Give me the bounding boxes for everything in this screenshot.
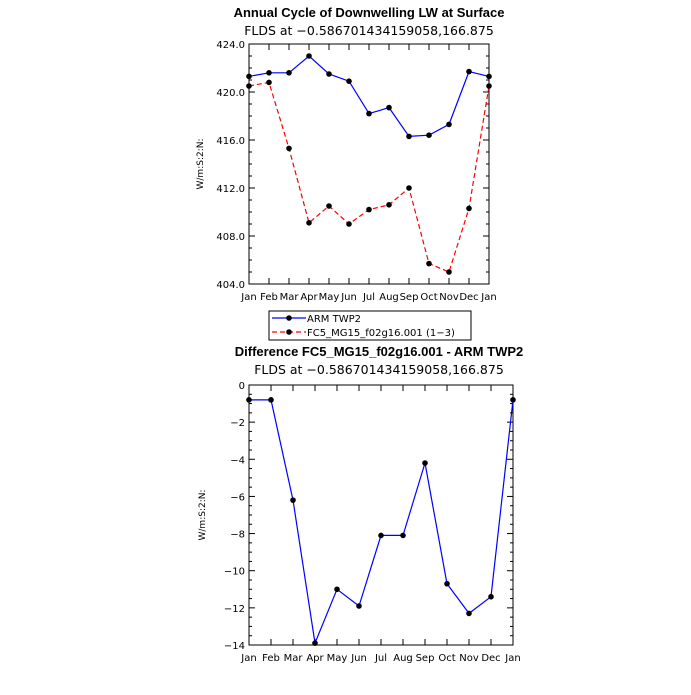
chart2-xtick-label: Dec — [481, 653, 500, 664]
chart2-series-point-0 — [378, 532, 384, 539]
legend-label-model: FC5_MG15_f02g16.001 (1−3) — [307, 328, 455, 339]
chart2-xtick-label: Apr — [306, 653, 324, 664]
chart1-series-point-0 — [406, 133, 412, 140]
chart1-series-point-1 — [286, 145, 292, 152]
chart1-series-point-0 — [426, 132, 432, 138]
chart1-series-point-1 — [446, 269, 452, 275]
chart2-xtick-label: Jan — [504, 653, 520, 664]
chart1-series-point-1 — [486, 83, 492, 89]
chart2-xtick-label: Sep — [416, 653, 435, 664]
chart1-series-point-1 — [406, 185, 412, 191]
chart1-xtick-label: Apr — [300, 292, 318, 303]
chart2-series-point-0 — [422, 460, 428, 466]
chart2-ylabel: W/m:S:2:N: — [198, 490, 208, 541]
chart1-series-point-1 — [366, 206, 372, 213]
legend-box — [268, 310, 472, 341]
chart1-series-point-0 — [246, 73, 252, 80]
chart1-ytick-label: 416.0 — [216, 136, 245, 147]
chart1-series-point-1 — [306, 220, 312, 226]
chart1-xtick-label: May — [319, 292, 340, 303]
chart2-xtick-label: Nov — [459, 653, 479, 664]
chart1-subtitle: FLDS at −0.586701434159058,166.875 — [244, 23, 494, 38]
chart1-xtick-label: Oct — [420, 292, 437, 303]
chart2-xtick-label: Jan — [240, 653, 256, 664]
chart1-series-point-0 — [346, 78, 352, 84]
chart1-xtick-label: Feb — [260, 292, 278, 303]
chart1-series-point-1 — [386, 202, 392, 208]
chart1-series-point-0 — [286, 70, 292, 76]
chart1-xtick-label: Mar — [280, 292, 300, 303]
chart2-title: Difference FC5_MG15_f02g16.001 - ARM TWP… — [235, 344, 524, 359]
chart1-series-point-1 — [266, 79, 272, 86]
legend-marker-model — [286, 329, 292, 335]
chart1-series-point-0 — [326, 71, 332, 77]
chart1-ytick-label: 408.0 — [216, 232, 245, 243]
chart1-xtick-label: Jun — [340, 292, 357, 303]
chart1-series-point-0 — [486, 73, 492, 80]
chart2-ytick-label: −4 — [230, 455, 245, 466]
chart1-xtick-label: Jan — [240, 292, 256, 303]
legend-label-arm: ARM TWP2 — [307, 314, 361, 325]
chart1-series-point-1 — [326, 203, 332, 209]
chart2-ytick-label: −12 — [224, 604, 245, 615]
chart1-series-line-0 — [248, 55, 490, 138]
chart1-series-point-0 — [266, 70, 272, 76]
chart2-subtitle: FLDS at −0.586701434159058,166.875 — [254, 362, 504, 377]
chart2-xtick-label: Aug — [393, 653, 413, 664]
chart1-series-point-1 — [426, 260, 432, 267]
chart1-series-point-1 — [246, 83, 252, 89]
chart1-xtick-label: Aug — [379, 292, 399, 303]
chart1-xtick-label: Nov — [439, 292, 459, 303]
chart1-series-point-1 — [466, 205, 472, 212]
chart2-plot: −14 −12 −10 −8 −6 −4 −2 0 Jan Feb Mar Apr May Jun Jul A… — [224, 381, 521, 664]
chart2-xtick-label: Mar — [284, 653, 304, 664]
chart2-series-line-0 — [249, 399, 514, 646]
legend-marker-arm — [286, 315, 292, 321]
chart1-ytick-label: 412.0 — [216, 184, 245, 195]
chart2-series-point-0 — [246, 397, 252, 403]
chart1-series-point-0 — [366, 110, 372, 117]
chart2-xtick-label: Jun — [350, 653, 367, 664]
chart1-ytick-label: 420.0 — [216, 88, 245, 99]
chart2-series-point-0 — [290, 497, 296, 503]
chart2-ytick-label: −14 — [224, 641, 245, 652]
chart1-xtick-label: Sep — [400, 292, 419, 303]
chart2-ytick-label: −6 — [230, 492, 245, 503]
chart1-xtick-label: Dec — [459, 292, 478, 303]
chart2-series-point-0 — [334, 586, 340, 593]
chart1-series-point-0 — [466, 68, 472, 75]
chart2-series-point-0 — [400, 532, 406, 539]
chart1-series-point-0 — [446, 121, 452, 128]
chart1-series-point-1 — [346, 221, 352, 227]
chart2-series-point-0 — [444, 580, 450, 587]
chart1-plot-frame — [248, 43, 490, 285]
chart1-ytick-label: 404.0 — [216, 280, 245, 291]
chart2-xtick-label: Oct — [438, 653, 455, 664]
chart2-series-point-0 — [466, 610, 472, 617]
chart1-series-point-0 — [386, 104, 392, 111]
chart2-xtick-label: May — [327, 653, 348, 664]
chart2-series-point-0 — [510, 397, 516, 403]
chart2-series-point-0 — [356, 603, 362, 609]
chart2-ytick-label: −2 — [230, 418, 245, 429]
chart2-xtick-label: Jul — [374, 653, 387, 664]
chart2-ytick-label: −8 — [230, 530, 245, 541]
chart1-xtick-label: Jul — [362, 292, 375, 303]
chart1-title: Annual Cycle of Downwelling LW at Surfac… — [234, 5, 505, 20]
chart2-series-point-0 — [488, 593, 494, 600]
chart1-series-point-0 — [306, 53, 312, 59]
chart1-ytick-label: 424.0 — [216, 40, 245, 51]
chart2-plot-frame — [248, 384, 514, 646]
chart1-xtick-label: Jan — [480, 292, 496, 303]
chart2-xtick-label: Feb — [262, 653, 280, 664]
chart2-series-point-0 — [312, 640, 318, 646]
chart2-ytick-label: 0 — [239, 381, 245, 392]
chart1-ylabel: W/m:S:2:N: — [196, 139, 206, 190]
chart2-series-point-0 — [268, 397, 274, 403]
chart2-ytick-label: −10 — [224, 567, 245, 578]
chart1-legend: ARM TWP2 FC5_MG15_f02g16.001 (1−3) — [268, 310, 472, 341]
